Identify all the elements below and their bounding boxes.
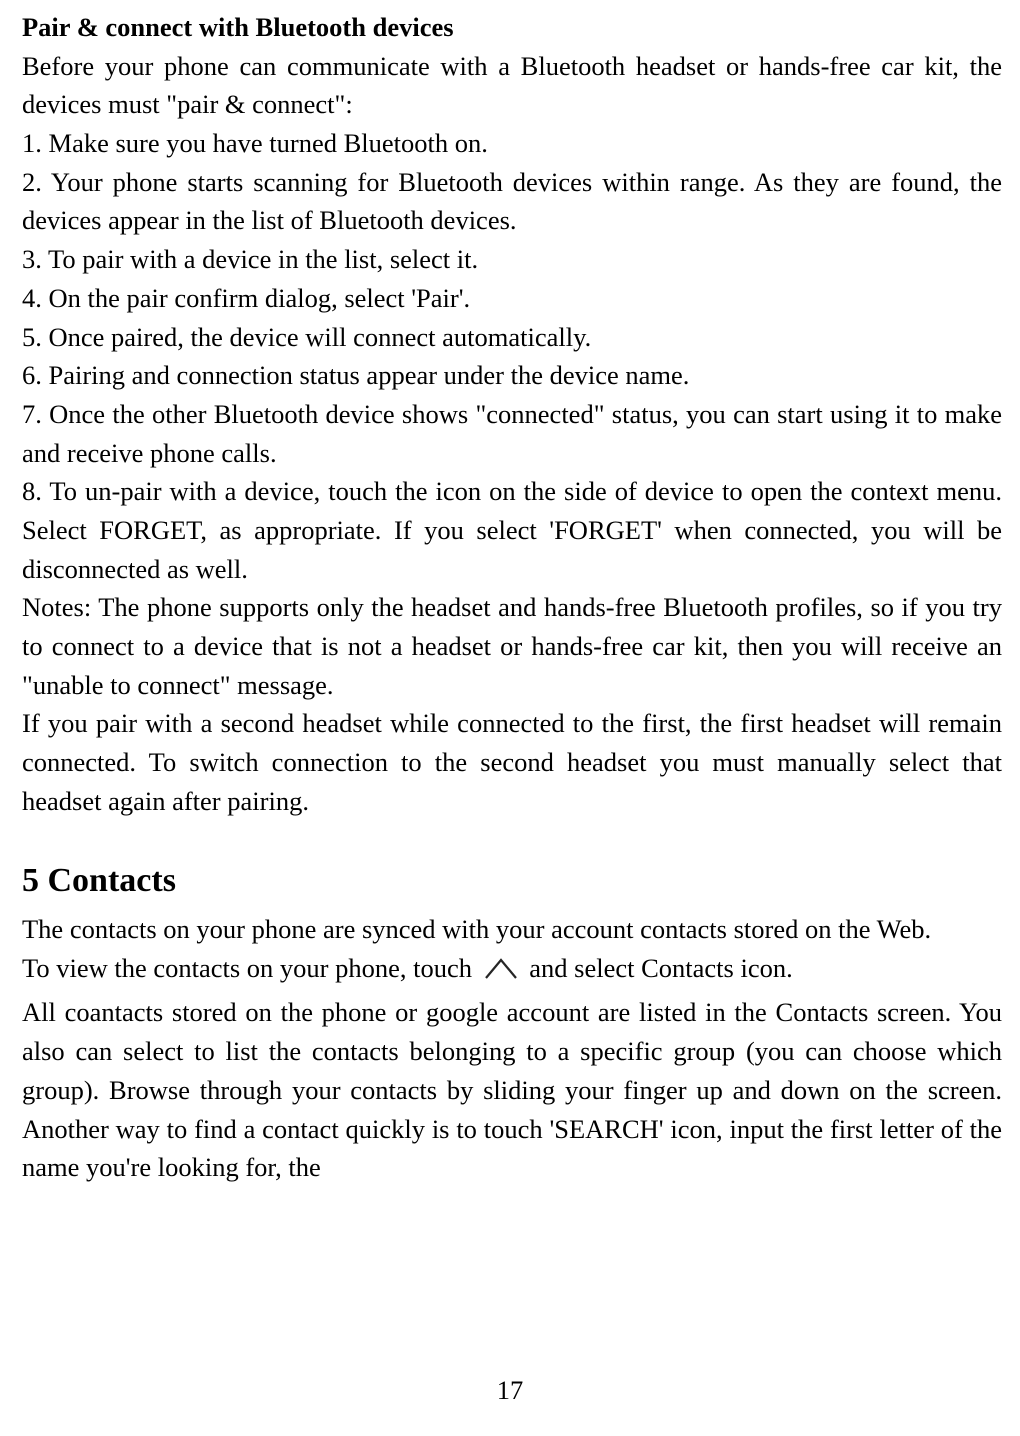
section-heading-contacts: 5 Contacts xyxy=(22,856,1002,906)
step-3: 3. To pair with a device in the list, se… xyxy=(22,240,1002,279)
section-heading-bluetooth: Pair & connect with Bluetooth devices xyxy=(22,8,1002,47)
step-8: 8. To un-pair with a device, touch the i… xyxy=(22,472,1002,588)
contacts-p2-before: To view the contacts on your phone, touc… xyxy=(22,953,479,983)
step-4: 4. On the pair confirm dialog, select 'P… xyxy=(22,279,1002,318)
step-2: 2. Your phone starts scanning for Blueto… xyxy=(22,163,1002,240)
step-6: 6. Pairing and connection status appear … xyxy=(22,356,1002,395)
step-5: 5. Once paired, the device will connect … xyxy=(22,318,1002,357)
caret-up-icon xyxy=(483,955,519,994)
page-number: 17 xyxy=(0,1375,1020,1406)
step-7: 7. Once the other Bluetooth device shows… xyxy=(22,395,1002,472)
contacts-p2-after: and select Contacts icon. xyxy=(523,953,793,983)
notes-paragraph-1: Notes: The phone supports only the heads… xyxy=(22,588,1002,704)
step-1: 1. Make sure you have turned Bluetooth o… xyxy=(22,124,1002,163)
intro-paragraph: Before your phone can communicate with a… xyxy=(22,47,1002,124)
notes-paragraph-2: If you pair with a second headset while … xyxy=(22,704,1002,820)
contacts-paragraph-3: All coantacts stored on the phone or goo… xyxy=(22,993,1002,1186)
contacts-paragraph-2: To view the contacts on your phone, touc… xyxy=(22,949,1002,994)
contacts-paragraph-1: The contacts on your phone are synced wi… xyxy=(22,910,1002,949)
